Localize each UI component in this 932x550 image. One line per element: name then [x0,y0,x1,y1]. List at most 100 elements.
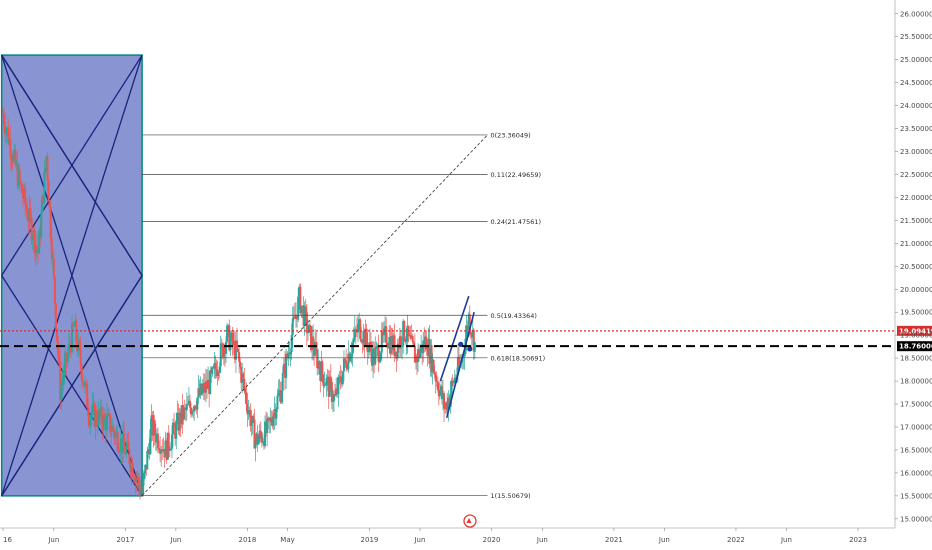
candle-body [344,358,347,361]
candle [131,457,134,479]
candle-body [410,336,413,339]
candle-body [73,325,76,327]
candle-body [125,447,128,455]
candle-body [411,336,414,343]
candle [242,371,245,391]
candle-body [203,382,206,393]
candle-body [241,373,244,383]
candle [31,234,34,250]
candle-body [399,336,402,348]
candle-body [405,341,408,342]
candle-body [329,376,332,383]
candle-body [175,420,178,439]
candle [152,410,155,448]
candle-body [30,217,33,241]
support-level-badge[interactable]: 18.76006 [897,341,932,352]
candle [134,473,137,494]
candle [344,357,347,365]
candle [441,379,444,411]
candle-body [118,451,121,453]
candle-body [392,335,395,351]
candle-body [20,183,23,194]
candle-body [441,393,444,400]
candle-body [273,408,276,417]
candle-body [133,478,136,483]
candle [224,336,227,363]
y-tick-label: 16.50000 [900,446,932,454]
candle [44,167,47,176]
y-axis[interactable]: 26.00000 25.50000 25.00000 24.50000 24.00000… [894,0,932,528]
candle-body [296,314,299,320]
candle-body [66,354,69,363]
x-tick-label: 2020 [483,536,501,544]
candle [140,479,143,496]
fibonacci-retracement[interactable]: 0(23.36049) 0.11(22.49659) 0.24(21.47561) 0… [141,131,545,500]
candle-body [181,405,184,421]
candle-body [351,342,354,354]
candle-body [391,336,394,351]
horizontal-lines[interactable]: 19.09419 18.76006 [0,325,932,352]
current-price-badge[interactable]: 19.09419 [897,325,932,336]
candle-body [2,114,4,116]
candle-body [363,331,366,347]
candle-body [288,352,291,355]
candle [43,160,46,205]
candle-body [8,139,11,143]
candle [470,332,473,351]
candle-body [336,388,339,395]
candle [64,344,67,375]
candle-body [459,361,462,365]
candle-body [48,201,51,208]
candle-body [138,485,141,494]
candle [51,253,54,272]
candle-body [200,383,203,394]
candle-body [152,420,155,436]
x-axis[interactable]: 16 Jun 2017 Jun 2018 May 2019 Jun 2020 Jun 2021 Jun… [0,527,895,544]
candle [405,328,408,356]
candle [118,447,121,458]
gann-fan-line [1,54,143,497]
candle [108,408,111,418]
candle [185,392,188,421]
candle [309,321,312,337]
candle-body [396,343,399,359]
candle-body [87,407,90,417]
gann-box[interactable] [0,54,143,497]
candle [124,437,127,456]
candle [79,336,82,374]
candle [53,275,56,316]
candle [173,412,176,428]
y-tick-label: 23.50000 [900,125,932,133]
candle-body [42,195,45,203]
candle [269,407,272,434]
candle-body [5,129,8,135]
candle-body [375,346,378,350]
candle-body [91,404,94,415]
candle-body [361,341,364,343]
candle-body [39,230,42,238]
candle [377,334,380,373]
channel-lower-line [445,312,475,419]
trend-channel[interactable] [439,295,475,419]
candle-body [445,402,448,409]
candle [360,326,363,344]
candle-body [195,408,198,410]
candle-body [3,115,6,126]
candle [178,407,181,436]
candle-body [56,328,59,342]
x-tick-label: 2017 [116,536,134,544]
candle-body [398,336,401,349]
candle-body [31,239,34,241]
candle [61,368,64,398]
candle [138,476,141,500]
candle-body [297,296,300,320]
fib-level-label: 0.24(21.47561) [491,218,542,226]
candle-body [340,382,343,385]
candle [146,446,149,470]
candle [426,343,429,367]
candle-body [248,410,251,412]
candle-body [309,324,312,326]
candle [332,390,335,412]
